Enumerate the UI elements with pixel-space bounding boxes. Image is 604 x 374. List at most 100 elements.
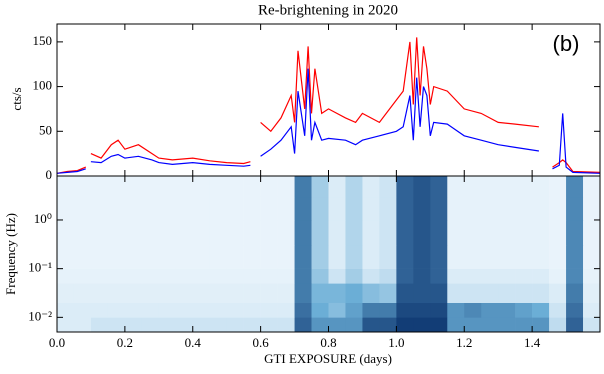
- heatmap-cell: [260, 302, 278, 318]
- heatmap-cell: [294, 219, 312, 246]
- heatmap-cell: [362, 196, 380, 221]
- heatmap-cell: [379, 219, 397, 246]
- heatmap-cell: [294, 317, 312, 333]
- y-tick-label: 150: [33, 33, 53, 48]
- heatmap-cell: [260, 196, 278, 221]
- heatmap-cell: [481, 283, 499, 303]
- heatmap-cell: [498, 196, 516, 221]
- heatmap-cell: [124, 283, 143, 303]
- heatmap-cell: [243, 196, 261, 221]
- heatmap-cell: [192, 302, 211, 318]
- heatmap-cell: [158, 268, 177, 284]
- y-axis-label: cts/s: [9, 87, 24, 110]
- heatmap-cell: [57, 268, 75, 284]
- heatmap-cell: [583, 283, 601, 303]
- heatmap-cell: [57, 245, 75, 269]
- heatmap-cell: [243, 176, 261, 198]
- heatmap-cell: [447, 219, 465, 246]
- heatmap-cell: [226, 245, 244, 269]
- heatmap-cell: [430, 196, 448, 221]
- heatmap-cell: [549, 268, 567, 284]
- heatmap-cell: [345, 317, 363, 333]
- x-axis-label: GTI EXPOSURE (days): [264, 351, 392, 366]
- heatmap-cell: [141, 176, 160, 198]
- heatmap-cell: [107, 196, 126, 221]
- heatmap-cell: [379, 283, 397, 303]
- heatmap-cell: [413, 317, 431, 333]
- heatmap-cell: [498, 302, 516, 318]
- heatmap-cell: [260, 268, 278, 284]
- heatmap-cell: [90, 176, 109, 198]
- heatmap-cell: [345, 176, 363, 198]
- heatmap-cell: [362, 176, 380, 198]
- y-tick-label: 10⁻¹: [28, 260, 52, 275]
- heatmap-cell: [481, 196, 499, 221]
- heatmap-cell: [158, 283, 177, 303]
- heatmap-cell: [345, 302, 363, 318]
- heatmap-cell: [515, 317, 533, 333]
- heatmap-cell: [277, 176, 295, 198]
- heatmap-cell: [57, 196, 75, 221]
- heatmap-cell: [362, 317, 380, 333]
- heatmap-cell: [515, 268, 533, 284]
- heatmap-cell: [532, 176, 550, 198]
- heatmap-cell: [243, 302, 261, 318]
- heatmap-cell: [124, 219, 143, 246]
- heatmap-cell: [260, 283, 278, 303]
- heatmap-cell: [379, 176, 397, 198]
- heatmap-cell: [430, 176, 448, 198]
- heatmap-cell: [73, 268, 92, 284]
- heatmap-cell: [57, 317, 75, 333]
- heatmap-cell: [107, 317, 126, 333]
- heatmap-cell: [243, 219, 261, 246]
- heatmap-cell: [141, 196, 160, 221]
- heatmap-cell: [447, 196, 465, 221]
- heatmap-cell: [260, 245, 278, 269]
- heatmap-cell: [73, 245, 92, 269]
- heatmap-cell: [345, 245, 363, 269]
- heatmap-cell: [73, 176, 92, 198]
- heatmap-cell: [226, 176, 244, 198]
- heatmap-cell: [57, 176, 75, 198]
- heatmap-cell: [294, 268, 312, 284]
- heatmap-cell: [566, 245, 584, 269]
- heatmap-cell: [141, 219, 160, 246]
- heatmap-cell: [209, 268, 227, 284]
- heatmap-cell: [328, 268, 346, 284]
- heatmap-cell: [243, 317, 261, 333]
- y-tick-label: 100: [33, 78, 53, 93]
- heatmap-cell: [498, 245, 516, 269]
- heatmap-cell: [481, 176, 499, 198]
- heatmap-cell: [515, 219, 533, 246]
- heatmap-cell: [362, 283, 380, 303]
- heatmap-cell: [277, 317, 295, 333]
- heatmap-cell: [464, 219, 482, 246]
- heatmap-cell: [532, 268, 550, 284]
- heatmap-cell: [464, 176, 482, 198]
- heatmap-cell: [566, 283, 584, 303]
- heatmap-cell: [447, 268, 465, 284]
- heatmap-cell: [175, 317, 194, 333]
- heatmap-cell: [328, 283, 346, 303]
- heatmap-cell: [73, 196, 92, 221]
- heatmap-cell: [532, 245, 550, 269]
- heatmap-cell: [158, 176, 177, 198]
- heatmap-cell: [107, 268, 126, 284]
- heatmap-cell: [532, 196, 550, 221]
- heatmap-cell: [243, 268, 261, 284]
- heatmap-cell: [549, 196, 567, 221]
- heatmap-cell: [277, 283, 295, 303]
- heatmap-cell: [328, 317, 346, 333]
- heatmap-cell: [192, 283, 211, 303]
- heatmap-cell: [396, 268, 414, 284]
- y-tick-label: 0: [46, 167, 53, 182]
- heatmap-cell: [447, 176, 465, 198]
- data-line: [56, 68, 601, 174]
- heatmap-cell: [464, 245, 482, 269]
- chart-title: Re-brightening in 2020: [258, 2, 398, 18]
- x-tick-label: 0.2: [117, 335, 133, 350]
- heatmap-cell: [192, 196, 211, 221]
- heatmap-cell: [566, 268, 584, 284]
- heatmap-cell: [481, 268, 499, 284]
